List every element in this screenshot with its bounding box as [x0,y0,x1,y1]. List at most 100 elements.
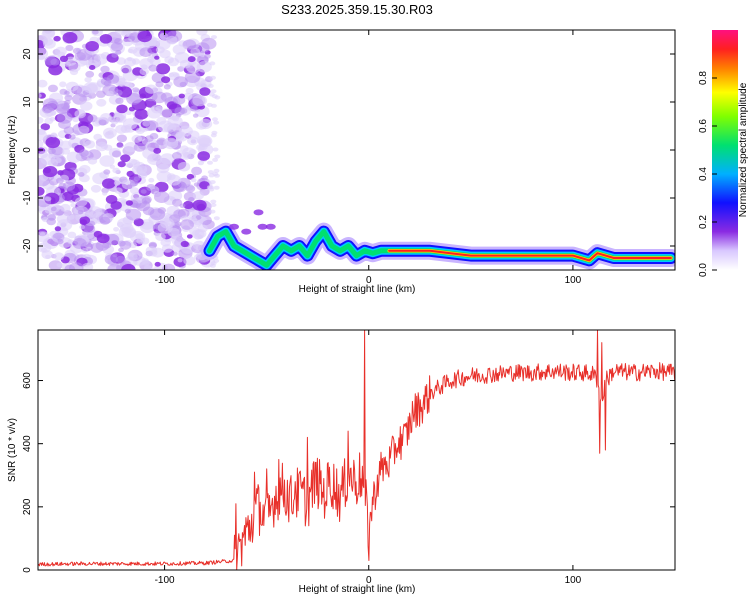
speckle-blob [53,252,65,261]
speckle-blob [87,157,98,165]
speckle-blob [115,255,126,264]
speckle-blob [190,177,197,183]
spectrogram-y-axis: -20 -10 0 10 20 [22,48,675,253]
speckle-blob [210,133,217,138]
speckle-blob [210,75,216,80]
spectrogram-y-tick-label: -10 [22,190,33,205]
speckle-blob [99,155,115,167]
speckle-blob [180,219,195,230]
speckle-blob [114,38,123,45]
speckle-blob [141,258,149,264]
snr-y-tick-label: 400 [22,435,33,452]
speckle-blob [106,90,114,97]
speckle-blob [85,70,95,78]
speckle-blob [207,170,214,175]
speckle-blob [213,258,220,263]
speckle-blob [121,263,136,270]
speckle-blob [72,116,80,123]
speckle-blob [107,263,122,270]
speckle-blob [136,128,142,133]
speckle-blob [38,79,48,88]
speckle-blob [210,199,217,204]
speckle-blob [139,93,147,99]
speckle-blob [136,237,146,245]
speckle-blob [69,68,79,76]
speckle-blob [129,242,138,249]
speckle-blob [160,217,175,229]
speckle-blob [99,34,113,44]
speckle-blob [192,199,207,211]
speckle-blob [183,152,192,159]
speckle-blob [44,196,52,202]
speckle-blob [102,191,108,196]
speckle-blob [153,147,162,154]
speckle-blob [72,93,87,105]
speckle-blob [41,250,53,259]
speckle-blob [72,238,87,249]
speckle-blob [120,154,131,163]
speckle-blob [55,103,70,115]
speckle-blob [113,227,120,232]
speckle-blob [38,116,44,124]
snr-x-tick-label: 100 [565,575,582,586]
speckle-blob [155,81,164,88]
speckle-blob [137,135,146,142]
speckle-blob [168,72,175,78]
speckle-blob [154,191,170,204]
speckle-blob [155,63,171,75]
colorbar: 0.0 0.2 0.4 0.6 0.8 Normalized spectral ampl… [698,30,749,277]
speckle-blob [125,200,133,206]
speckle-blob [98,119,107,126]
colorbar-tick-label: 0.8 [698,71,709,85]
speckle-blob [54,226,62,232]
speckle-blob [80,101,93,111]
speckle-blob [190,47,201,56]
speckle-blob [116,104,128,114]
speckle-blob [154,261,161,267]
speckle-blob [56,262,63,268]
speckle-blob [210,103,217,108]
speckle-blob [65,44,74,52]
speckle-blob [87,149,102,160]
speckle-blob [140,189,147,194]
speckle-blob [162,263,176,270]
speckle-blob [213,173,220,178]
speckle-blob [164,56,174,64]
speckle-blob [48,64,63,76]
speckle-blob [207,83,214,88]
signal-track-layer [200,209,675,270]
speckle-blob [38,186,45,196]
speckle-blob [171,152,182,160]
speckle-blob [74,197,88,207]
speckle-blob [84,76,92,83]
speckle-blob [45,136,61,149]
speckle-blob [201,37,217,50]
speckle-blob [79,216,91,225]
speckle-blob [90,184,102,193]
track-scatter-blob [229,223,239,230]
speckle-blob [175,132,188,142]
speckle-blob [155,232,166,241]
speckle-blob [194,233,202,240]
speckle-blob [151,91,167,104]
spectrogram-y-tick-label: 0 [22,147,33,153]
track-scatter-blob [253,209,264,216]
spectrogram-x-tick-label: 100 [565,275,582,286]
speckle-blob [146,184,156,192]
speckle-blob [116,78,127,86]
speckle-blob [160,108,173,118]
colorbar-ticks: 0.0 0.2 0.4 0.6 0.8 [698,71,717,277]
speckle-blob [208,187,215,192]
speckle-blob [38,93,42,99]
speckle-blob [38,139,44,148]
snr-panel: -100 0 100 0 200 400 600 Height of straight l… [7,329,676,595]
speckle-blob [81,247,88,253]
speckle-blob [163,137,179,150]
speckle-blob [183,191,196,202]
speckle-blob [163,84,171,90]
speckle-blob [100,65,110,73]
speckle-blob [92,30,99,35]
speckle-blob [172,44,186,55]
